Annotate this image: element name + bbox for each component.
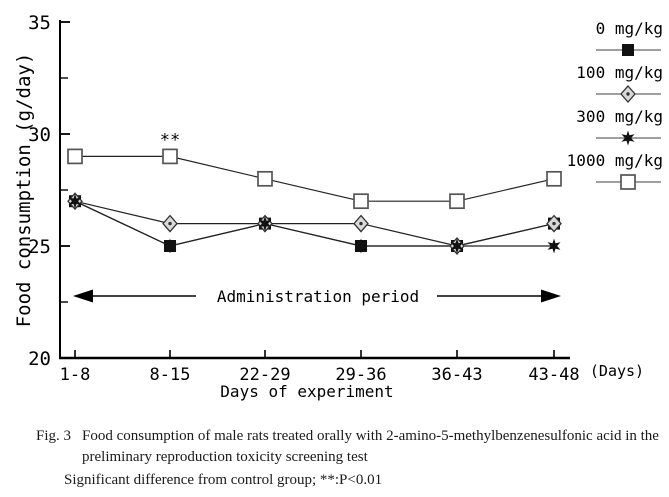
series-300-mg-kg bbox=[74, 200, 554, 247]
x-tick-label: 43-48 bbox=[528, 365, 579, 385]
figure-number: Fig. 3 bbox=[36, 428, 72, 444]
legend-item-300-mg-kg: 300 mg/kg bbox=[576, 107, 663, 146]
caption-text: Food consumption of male rats treated or… bbox=[82, 428, 659, 465]
x-tick-label: 36-43 bbox=[431, 365, 482, 385]
star-marker bbox=[354, 238, 368, 254]
administration-period-annotation: Administration period bbox=[73, 287, 561, 306]
x-tick-label: 8-15 bbox=[150, 365, 191, 385]
filled-square-marker bbox=[622, 44, 634, 56]
x-tick-label: 29-36 bbox=[335, 365, 386, 385]
significance-note: Significant difference from control grou… bbox=[64, 472, 383, 488]
y-tick-label: 20 bbox=[28, 348, 51, 370]
legend-label: 1000 mg/kg bbox=[567, 151, 663, 170]
x-axis-title: Days of experiment bbox=[220, 382, 393, 401]
open-square-marker bbox=[353, 193, 369, 210]
axis-titles: Days of experiment Food consumption (g/da… bbox=[13, 53, 394, 401]
x-ticks: 1-8 8-15 22-29 29-36 36-43 43-48 (Days) bbox=[60, 350, 644, 385]
legend-label: 100 mg/kg bbox=[576, 63, 663, 82]
open-square-marker bbox=[620, 174, 636, 190]
y-tick-label: 35 bbox=[28, 12, 51, 34]
open-square-marker bbox=[162, 148, 178, 165]
series bbox=[67, 148, 562, 255]
open-square-marker bbox=[67, 148, 83, 165]
admin-left-arrowhead-icon bbox=[73, 289, 93, 303]
admin-right-arrowhead-icon bbox=[541, 289, 561, 303]
star-marker bbox=[68, 193, 82, 209]
open-square-marker bbox=[546, 170, 562, 187]
star-marker bbox=[621, 130, 635, 146]
star-marker bbox=[547, 238, 561, 254]
markers-1000-mg-kg bbox=[67, 148, 562, 210]
y-tick-label: 30 bbox=[28, 124, 51, 146]
legend-label: 0 mg/kg bbox=[596, 19, 663, 38]
markers-300-mg-kg bbox=[68, 193, 561, 254]
legend-item-100-mg-kg: 100 mg/kg bbox=[576, 63, 663, 103]
star-marker bbox=[450, 238, 464, 254]
diamond-center-dot bbox=[626, 92, 630, 96]
legend-item-0-mg-kg: 0 mg/kg bbox=[596, 19, 663, 56]
legend-item-1000-mg-kg: 1000 mg/kg bbox=[567, 151, 663, 190]
star-marker bbox=[163, 238, 177, 254]
series-1000-mg-kg bbox=[75, 155, 555, 202]
x-axis-unit-label: (Days) bbox=[590, 362, 644, 380]
series-100-mg-kg bbox=[74, 200, 555, 247]
axes bbox=[59, 20, 570, 360]
figure-caption: Fig. 3 Food consumption of male rats tre… bbox=[36, 426, 660, 467]
diamond-center-dot bbox=[552, 221, 556, 226]
series-line bbox=[75, 155, 555, 202]
series-line bbox=[74, 200, 555, 247]
x-tick-label: 22-29 bbox=[239, 365, 290, 385]
diamond-center-dot bbox=[359, 221, 363, 226]
x-tick-label: 1-8 bbox=[60, 365, 91, 385]
legend: 0 mg/kg 100 mg/kg 300 mg/kg 1000 mg/kg bbox=[567, 19, 663, 190]
diamond-center-dot bbox=[168, 221, 172, 226]
significance-marks: ** bbox=[160, 130, 180, 150]
y-tick-label: 25 bbox=[28, 236, 51, 258]
y-axis-title: Food consumption (g/day) bbox=[13, 53, 35, 328]
food-consumption-line-chart: 20 25 30 35 1-8 8-15 22-29 29-36 36-43 43-48 (Days… bbox=[13, 12, 663, 401]
y-ticks: 20 25 30 35 bbox=[28, 12, 70, 370]
series-line bbox=[74, 200, 554, 247]
legend-label: 300 mg/kg bbox=[576, 107, 663, 126]
open-square-marker bbox=[257, 170, 273, 187]
admin-period-label: Administration period bbox=[217, 287, 419, 306]
star-marker bbox=[258, 216, 272, 232]
open-square-marker bbox=[449, 193, 465, 210]
